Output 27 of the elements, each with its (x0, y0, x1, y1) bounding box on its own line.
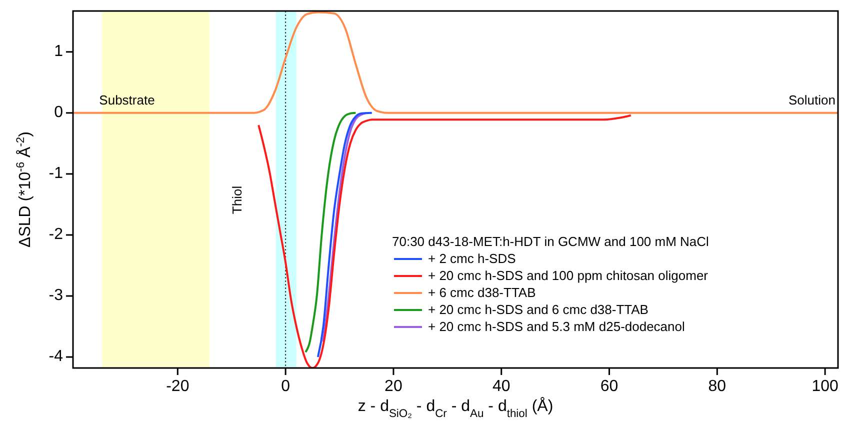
legend-label: + 20 cmc h-SDS and 6 cmc d38-TTAB (428, 302, 648, 317)
y-tick-label: -3 (48, 287, 64, 304)
x-tick-label: 60 (600, 378, 618, 395)
legend-label: + 6 cmc d38-TTAB (428, 285, 536, 300)
text: z - d$_{SiO₂}$ - d$_{Cr}$ - d$_{Au}$ - d$_{thiol}$ (Å) (358, 398, 554, 420)
x-tick-label: 20 (384, 378, 402, 395)
annotation: Solution (788, 92, 836, 108)
x-tick-label: 80 (708, 378, 726, 395)
y-tick-label: -1 (48, 165, 64, 182)
legend-title: 70:30 d43-18-MET:h-HDT in GCMW and 100 mM NaCl (392, 234, 710, 249)
line-series (73, 11, 838, 114)
line-series (304, 112, 357, 354)
legend-label: + 2 cmc h-SDS (428, 251, 516, 266)
y-tick-label: 0 (54, 104, 64, 122)
y-tick-label: -2 (48, 226, 64, 244)
legend-label: + 20 cmc h-SDS and 5.3 mM d25-dodecanol (428, 319, 685, 334)
annotation: Thiol (229, 186, 244, 214)
y-tick-label: 1 (54, 43, 64, 60)
x-tick-label: 40 (492, 378, 510, 395)
line-series (322, 112, 368, 343)
line-series (316, 112, 373, 358)
x-tick-label: 100 (812, 378, 838, 395)
x-tick-label: 0 (281, 378, 290, 395)
annotation: Substrate (99, 92, 155, 108)
legend-label: + 20 cmc h-SDS and 100 ppm chitosan oligomer (428, 268, 709, 283)
y-tick-label: -4 (48, 348, 64, 366)
x-tick-label: -20 (166, 378, 190, 395)
